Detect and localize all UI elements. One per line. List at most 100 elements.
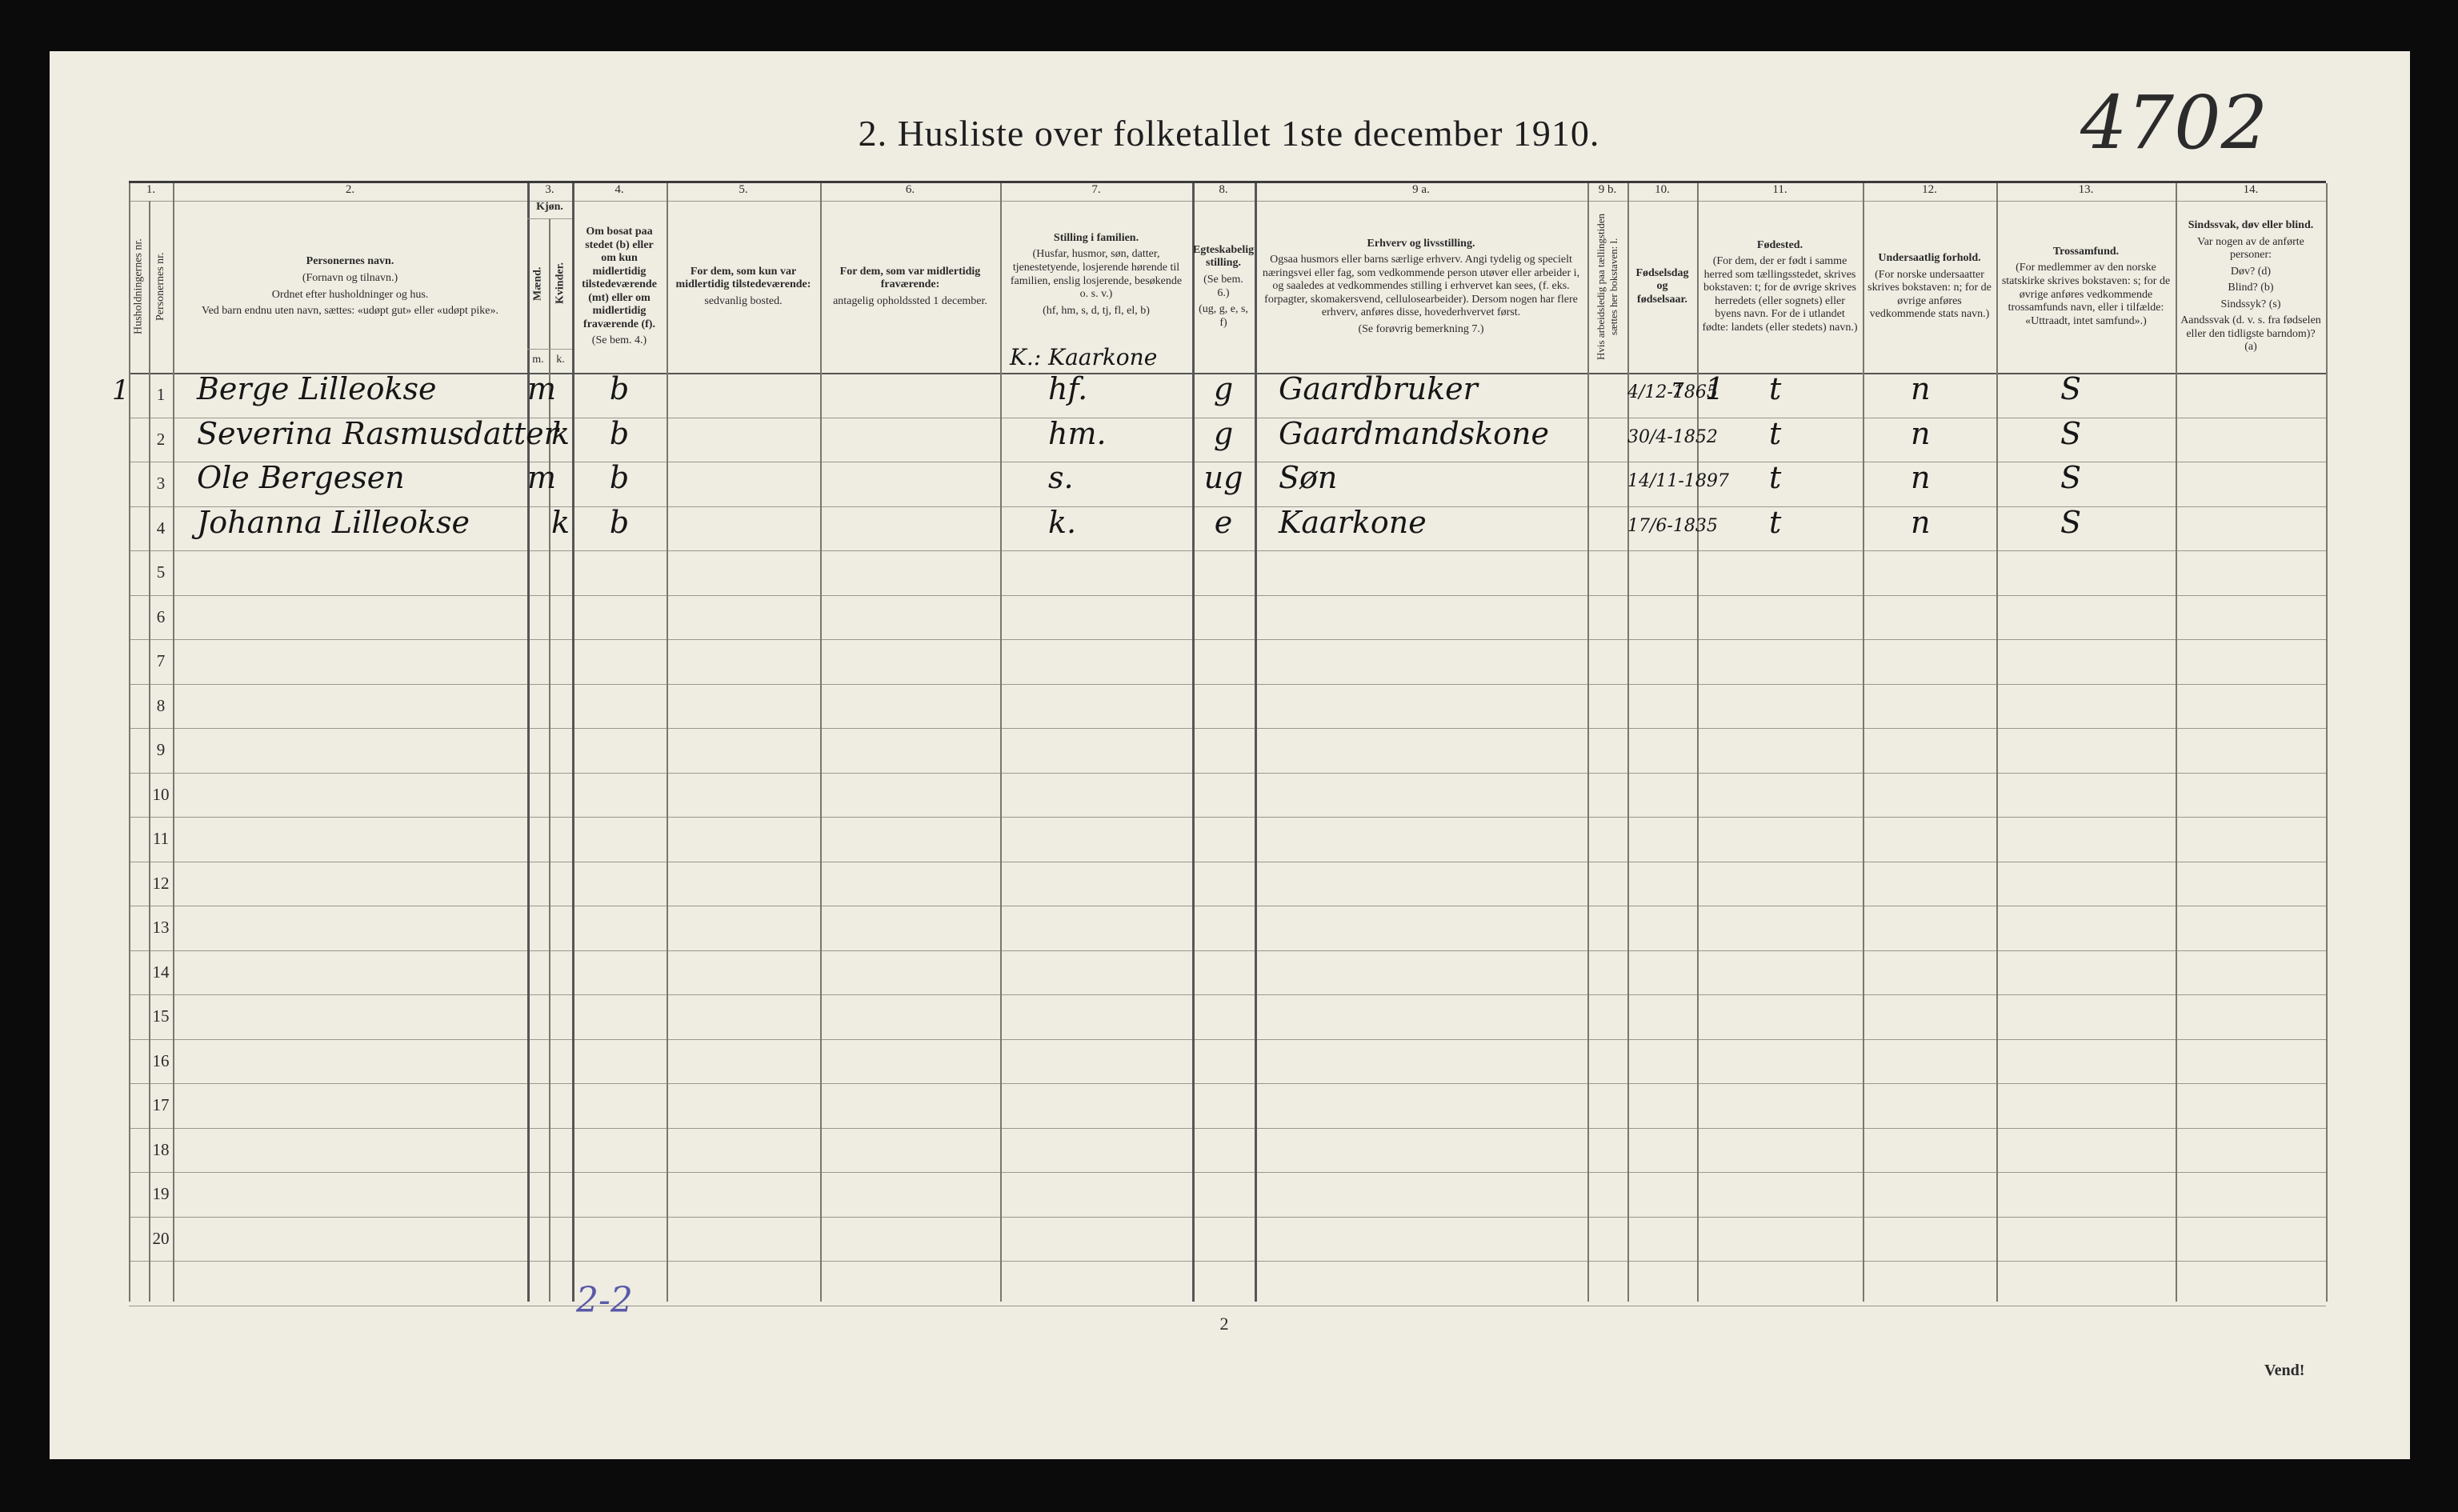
row-line: [129, 994, 2326, 996]
header-line: Fødested.: [1756, 238, 1803, 251]
column-line: [1000, 183, 1002, 1302]
person-number: 20: [152, 1228, 170, 1248]
header-line: (For medlemmer av den norske statskirke …: [2001, 262, 2171, 327]
header-line: Om bosat paa stedet (b) eller om kun mid…: [582, 226, 657, 330]
header-line: For dem, som var midlertidig fraværende:: [839, 265, 981, 291]
entry-religion: S: [2060, 504, 2082, 540]
entry-female: k: [550, 415, 570, 451]
page-title: 2. Husliste over folketallet 1ste decemb…: [858, 113, 1600, 154]
entry-marital: e: [1214, 504, 1233, 540]
row-line: [129, 506, 2326, 507]
header-line: Sindssvak, døv eller blind.: [2188, 219, 2314, 232]
column-line: [1627, 183, 1629, 1302]
entry-marital: g: [1213, 415, 1234, 451]
entry-birth: 17/6-1835: [1627, 515, 1718, 536]
header-text: m.: [532, 354, 544, 366]
header-line: (For dem, der er født i samme herred som…: [1702, 255, 1858, 334]
header-line: (For norske undersaatter skrives bokstav…: [1868, 268, 1992, 321]
entry-position: hm.: [1048, 415, 1107, 451]
column-number: 7.: [1091, 183, 1101, 196]
handwritten-note: 7: [1671, 379, 1684, 403]
header-text: Kjøn.: [536, 201, 563, 213]
column-line: [572, 183, 574, 1302]
row-line: [129, 728, 2326, 730]
header-line: Blind? (b): [2228, 282, 2274, 294]
person-number: 2: [156, 429, 166, 449]
entry-female: k: [550, 504, 570, 540]
person-number: 16: [152, 1050, 170, 1070]
column-number: 1.: [146, 183, 156, 196]
row-line: [129, 772, 2326, 774]
column-line: [2176, 183, 2177, 1302]
row-line: [129, 1127, 2326, 1129]
header-cell: For dem, som var midlertidig fraværende:…: [820, 201, 1000, 373]
person-number: 11: [152, 829, 170, 848]
entry-occupation: Søn: [1279, 460, 1338, 495]
person-number: 14: [152, 962, 170, 982]
person-number: 19: [152, 1184, 170, 1203]
column-number: 9 b.: [1598, 183, 1617, 196]
entry-birthplace: t: [1769, 415, 1782, 451]
header-line: (Se bem. 4.): [591, 334, 647, 347]
header-line: Personernes navn.: [306, 255, 394, 268]
header-line: (ug, g, e, s, f): [1199, 303, 1248, 329]
row-line: [129, 950, 2326, 951]
column-line: [1697, 183, 1699, 1302]
entry-religion: S: [2060, 415, 2082, 451]
header-cell: Personernes navn. (Fornavn og tilnavn.) Or…: [173, 201, 527, 373]
column-number: 12.: [1922, 183, 1937, 196]
person-number: 4: [156, 518, 166, 538]
entry-religion: S: [2060, 460, 2082, 495]
row-line: [129, 639, 2326, 641]
column-number: 6.: [905, 183, 915, 196]
header-cell: Trossamfund. (For medlemmer av den norske…: [1996, 201, 2176, 373]
entry-marital: g: [1213, 371, 1234, 406]
header-cell: Sindssvak, døv eller blind. Var nogen av …: [2176, 201, 2326, 373]
header-text: Hvis arbeidsledig paa tællingstiden sætt…: [1595, 213, 1619, 361]
header-line: Var nogen av de anførte personer:: [2197, 235, 2304, 262]
header-line: Trossamfund.: [2052, 245, 2120, 258]
header-cell: Egteskabelig stilling. (Se bem. 6.) (ug, g…: [1192, 201, 1255, 373]
entry-name: Severina Rasmusdatter: [197, 415, 558, 451]
entry-occupation: Kaarkone: [1279, 504, 1427, 540]
row-line: [129, 550, 2326, 552]
header-cell: Erhverv og livsstilling. Ogsaa husmors el…: [1255, 201, 1587, 373]
header-text: Mænd.: [531, 266, 544, 301]
row-line: [129, 817, 2326, 818]
header-line: antagelig opholdssted 1 december.: [833, 294, 987, 307]
column-line: [173, 183, 174, 1302]
handwritten-note: 4702: [2080, 80, 2268, 166]
entry-residence: b: [609, 371, 630, 406]
row-line: [129, 1261, 2326, 1262]
rule: [129, 373, 2326, 374]
entry-position: s.: [1048, 460, 1074, 495]
entry-position: hf.: [1048, 371, 1088, 406]
entry-citizenship: n: [1911, 504, 1931, 540]
entry-citizenship: n: [1911, 460, 1931, 495]
entry-marital: ug: [1203, 460, 1243, 495]
rule: [129, 201, 2326, 202]
row-line: [129, 594, 2326, 596]
row-line: [129, 1083, 2326, 1085]
rule: [129, 181, 2326, 183]
header-line: (hf, hm, s, d, tj, fl, el, b): [1043, 304, 1150, 317]
person-number: 18: [152, 1139, 170, 1159]
entry-position: k.: [1048, 504, 1077, 540]
entry-residence: b: [609, 504, 630, 540]
column-line: [1863, 183, 1864, 1302]
entry-birthplace: t: [1769, 504, 1782, 540]
column-line: [549, 218, 550, 1302]
header-line: Aandssvak (d. v. s. fra fødselen eller d…: [2180, 314, 2321, 354]
column-number: 13.: [2078, 183, 2094, 196]
header-text: k.: [556, 354, 565, 366]
header-line: Egteskabelig stilling.: [1192, 243, 1255, 270]
column-number: 11.: [1772, 183, 1787, 196]
entry-male: m: [527, 371, 557, 406]
entry-name: Ole Bergesen: [197, 460, 405, 495]
entry-residence: b: [609, 415, 630, 451]
column-line: [2326, 183, 2328, 1302]
header-cell: Undersaatlig forhold. (For norske undersa…: [1863, 201, 1996, 373]
entry-birth: 30/4-1852: [1627, 426, 1718, 447]
entry-birthplace: t: [1769, 371, 1782, 406]
